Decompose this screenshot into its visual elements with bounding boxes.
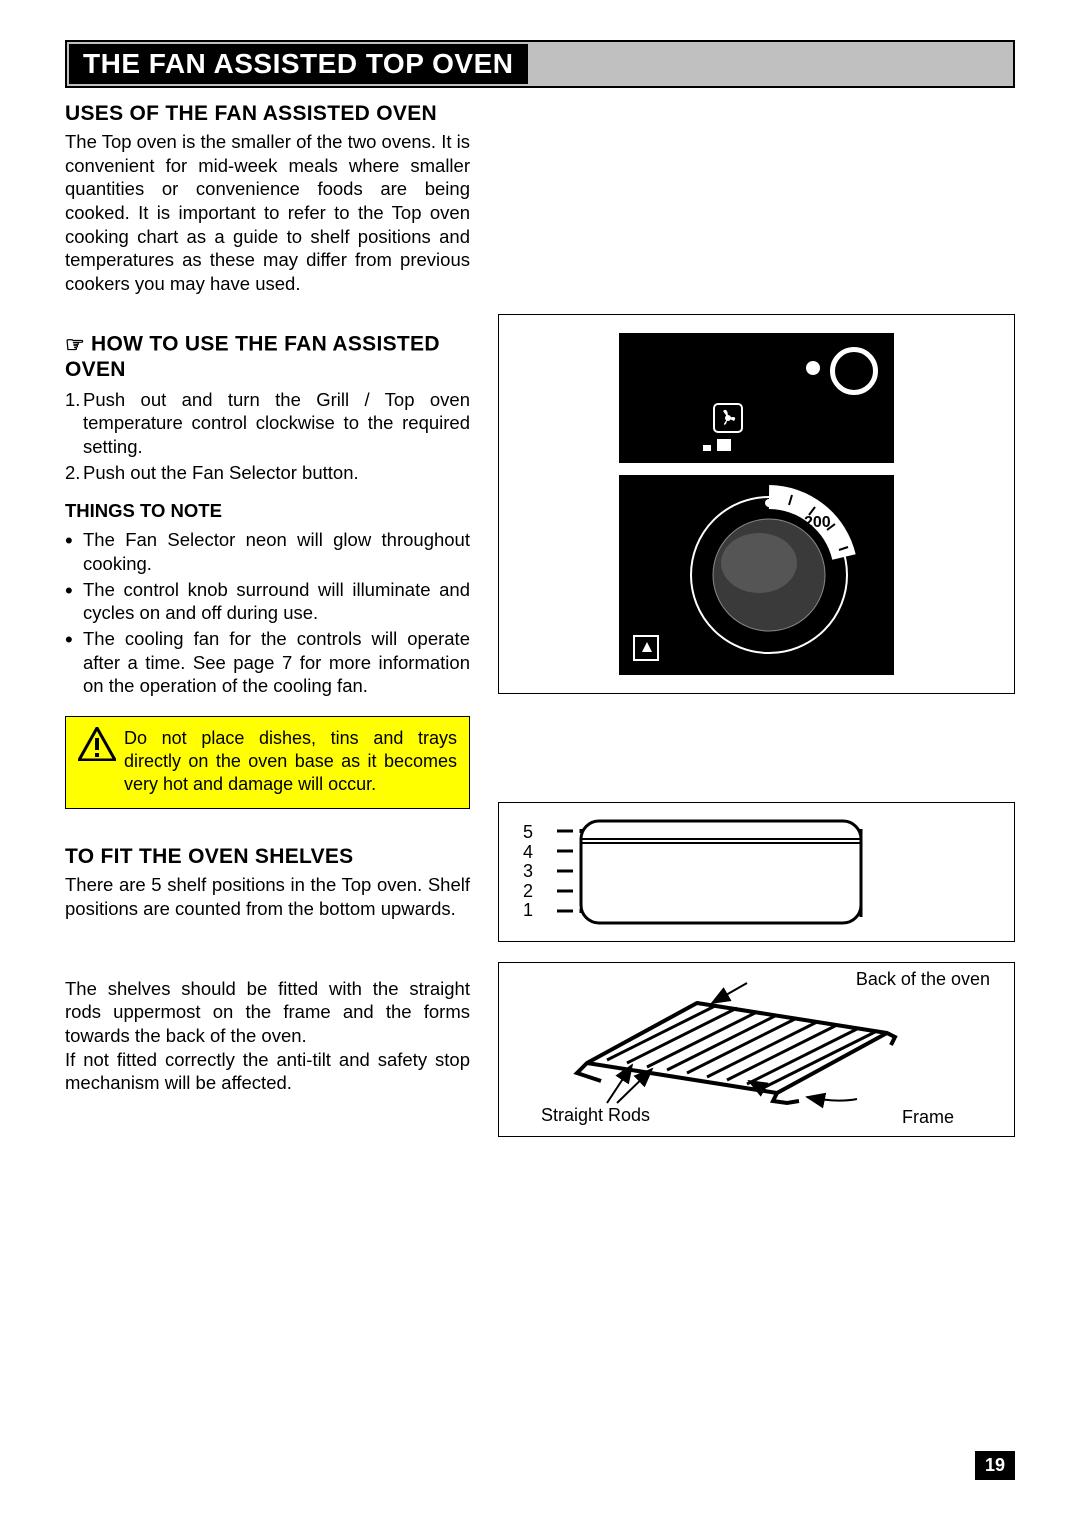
notes-list: The Fan Selector neon will glow througho… — [65, 528, 470, 698]
shelf-num: 1 — [523, 901, 533, 920]
howto-heading-text: HOW TO USE THE FAN ASSISTED OVEN — [65, 332, 440, 380]
howto-heading: ☞HOW TO USE THE FAN ASSISTED OVEN — [65, 332, 470, 382]
fan-icon — [713, 403, 743, 433]
content-columns: USES OF THE FAN ASSISTED OVEN The Top ov… — [65, 96, 1015, 1137]
howto-step: 2.Push out the Fan Selector button. — [65, 461, 470, 485]
right-column: 200 5 4 3 2 1 — [498, 96, 1015, 1137]
uses-section: USES OF THE FAN ASSISTED OVEN The Top ov… — [65, 102, 470, 296]
warning-text: Do not place dishes, tins and trays dire… — [124, 727, 457, 796]
howto-step: 1.Push out and turn the Grill / Top oven… — [65, 388, 470, 459]
rack-svg — [517, 973, 937, 1113]
note-item: The control knob surround will illuminat… — [65, 578, 470, 625]
howto-steps: 1.Push out and turn the Grill / Top oven… — [65, 388, 470, 485]
heat-bars-icon — [703, 439, 731, 451]
rack-figure: Back of the oven Straight Rods Frame — [498, 962, 1015, 1137]
left-column: USES OF THE FAN ASSISTED OVEN The Top ov… — [65, 96, 470, 1137]
rack-label-rods: Straight Rods — [541, 1105, 650, 1126]
warning-box: Do not place dishes, tins and trays dire… — [65, 716, 470, 809]
rack-label-back: Back of the oven — [856, 969, 990, 990]
howto-section: ☞HOW TO USE THE FAN ASSISTED OVEN 1.Push… — [65, 332, 470, 809]
page-title-bar: THE FAN ASSISTED TOP OVEN — [65, 40, 1015, 88]
selector-ring-icon — [830, 347, 878, 395]
shelf-num: 5 — [523, 823, 533, 842]
notes-heading: THINGS TO NOTE — [65, 500, 470, 522]
shelf-positions-figure: 5 4 3 2 1 — [498, 802, 1015, 942]
uses-body: The Top oven is the smaller of the two o… — [65, 130, 470, 296]
shelves-body3: If not fitted correctly the anti-tilt an… — [65, 1048, 470, 1095]
knob-svg: 200 — [619, 475, 894, 675]
control-panel-illustration — [619, 333, 894, 463]
rack-label-frame: Frame — [902, 1107, 954, 1128]
shelf-num: 4 — [523, 843, 533, 862]
shelves-body1: There are 5 shelf positions in the Top o… — [65, 873, 470, 920]
indicator-dot-icon — [806, 361, 820, 375]
shelf-numbers: 5 4 3 2 1 — [523, 823, 533, 920]
warning-icon — [78, 727, 116, 761]
hand-icon: ☞ — [65, 332, 85, 358]
knob-panel-illustration: 200 — [619, 475, 894, 675]
page-title: THE FAN ASSISTED TOP OVEN — [69, 44, 528, 84]
shelf-num: 3 — [523, 862, 533, 881]
uses-heading: USES OF THE FAN ASSISTED OVEN — [65, 102, 470, 126]
control-figure: 200 — [498, 314, 1015, 694]
shelves-heading: TO FIT THE OVEN SHELVES — [65, 845, 470, 869]
note-item: The cooling fan for the controls will op… — [65, 627, 470, 698]
shelves-section: TO FIT THE OVEN SHELVES There are 5 shel… — [65, 845, 470, 1095]
oven-cavity-icon — [551, 817, 871, 927]
shelf-num: 2 — [523, 882, 533, 901]
shelves-body2: The shelves should be fitted with the st… — [65, 977, 470, 1048]
arrow-up-icon — [633, 635, 659, 661]
page-number: 19 — [975, 1451, 1015, 1480]
knob-value: 200 — [804, 514, 831, 531]
note-item: The Fan Selector neon will glow througho… — [65, 528, 470, 575]
